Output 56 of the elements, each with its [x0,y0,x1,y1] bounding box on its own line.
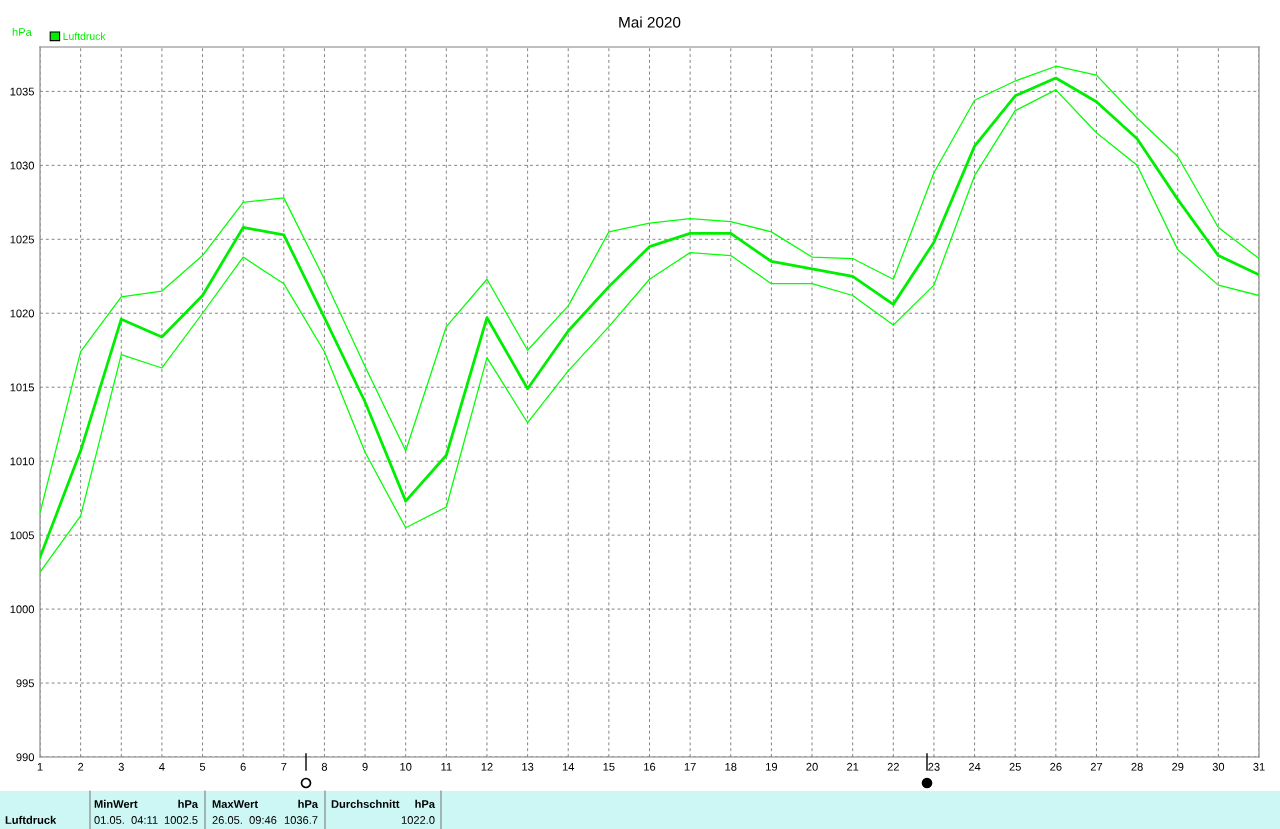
x-tick-label: 6 [240,762,246,771]
legend-label: Luftdruck [63,32,106,40]
y-tick-label: 990 [16,753,35,762]
y-tick-label: 1030 [10,161,35,170]
x-tick-label: 28 [1131,762,1143,771]
x-tick-label: 14 [562,762,575,771]
x-tick-label: 12 [481,762,493,771]
text: 1036.7 [284,816,318,824]
x-tick-label: 31 [1253,762,1265,771]
x-tick-label: 22 [887,762,899,771]
x-tick-label: 5 [199,762,206,771]
x-tick-label: 15 [603,762,615,771]
x-tick-label: 4 [159,762,165,771]
x-tick-label: 23 [928,762,940,771]
x-tick-label: 11 [441,762,452,771]
x-tick-label: 20 [806,762,818,771]
text: 01.05. 04:11 [94,816,158,824]
y-tick-label: 1020 [10,309,35,318]
x-tick-label: 8 [321,762,328,771]
x-tick-label: 25 [1009,762,1021,771]
text: hPa [178,799,199,808]
x-tick-label: 10 [400,762,412,771]
text: hPa [298,799,319,808]
x-tick-label: 7 [281,762,287,771]
y-tick-label: 1025 [10,235,34,244]
text: MinWert [94,799,138,808]
x-tick-label: 30 [1212,762,1225,771]
text: 1002.5 [164,816,198,824]
y-tick-label: 1000 [10,605,35,614]
text: Luftdruck [5,815,57,824]
x-tick-label: 9 [362,762,368,771]
y-tick-label: 995 [16,679,34,688]
text: hPa [415,799,436,808]
x-tick-label: 21 [847,762,859,771]
y-tick-label: 1005 [10,531,34,540]
y-tick-label: 1010 [10,457,35,466]
x-tick-label: 3 [118,762,124,771]
x-tick-label: 19 [766,762,778,771]
x-tick-label: 13 [522,762,534,771]
text: MaxWert [212,800,258,808]
x-tick-label: 29 [1172,762,1184,771]
text: Durchschnitt [331,799,400,808]
x-tick-label: 27 [1090,762,1103,771]
y-tick-label: 1015 [10,383,34,392]
x-tick-label: 2 [78,762,84,771]
text: 26.05. 09:46 [212,816,277,824]
text: 1022.0 [401,816,435,824]
chart-title: Mai 2020 [619,16,681,28]
x-tick-label: 17 [684,762,696,771]
x-tick-label: 16 [644,762,656,771]
x-tick-label: 1 [37,762,43,771]
x-tick-label: 24 [968,762,981,771]
x-tick-label: 18 [725,762,737,771]
y-axis-title: hPa [12,27,32,36]
y-tick-label: 1035 [10,87,34,96]
x-tick-label: 26 [1050,762,1062,771]
